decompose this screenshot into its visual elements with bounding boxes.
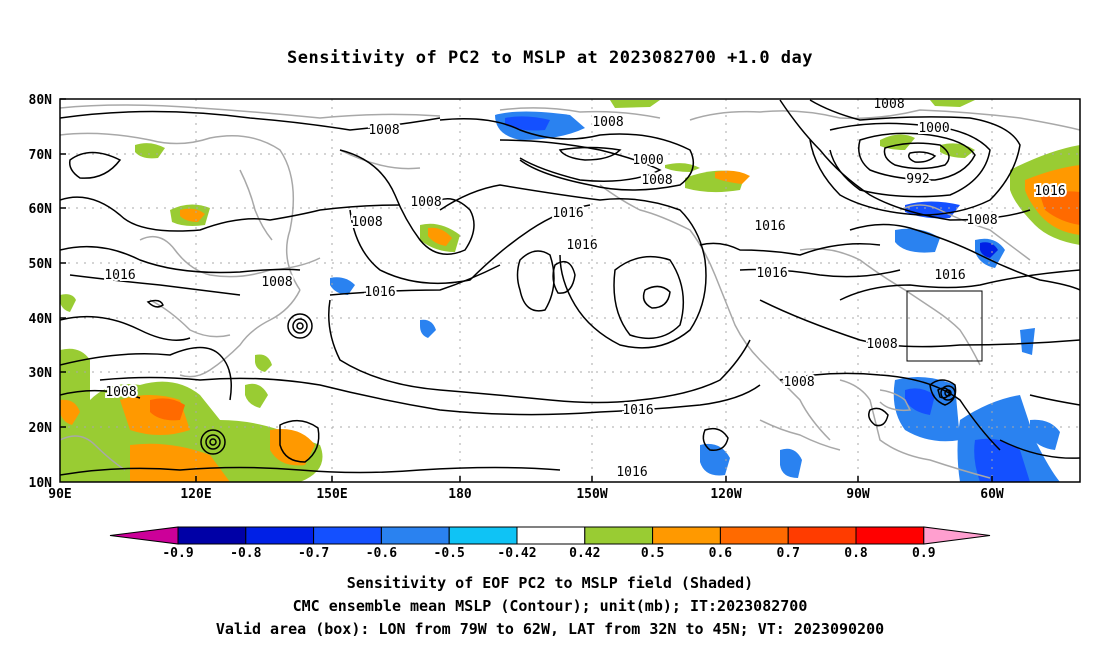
colorbar-segment	[787, 526, 857, 545]
lat-label: 20N	[29, 421, 53, 436]
colorbar-tick-label: 0.5	[641, 546, 664, 561]
colorbar-segment	[652, 526, 721, 545]
colorbar-tick-label: -0.7	[298, 546, 329, 561]
contour-label: 1008	[368, 123, 399, 138]
sensitivity-shading	[60, 100, 1080, 482]
contour-label: 1008	[641, 173, 672, 188]
lat-label: 30N	[29, 366, 53, 381]
contour-label: 1000	[918, 121, 949, 136]
colorbar-segment	[380, 526, 450, 545]
contour-label: 1016	[934, 268, 965, 283]
contour-label: 1008	[261, 275, 292, 290]
longitude-labels: 90E 120E 150E 180 150W 120W 90W 60W	[48, 487, 1004, 502]
colorbar-tick-label: 0.42	[569, 546, 600, 561]
colorbar-tick-label: -0.6	[366, 546, 397, 561]
footer-line-1: Sensitivity of EOF PC2 to MSLP field (Sh…	[346, 574, 754, 592]
valid-area-box	[906, 290, 983, 362]
latitude-labels: 80N 70N 60N 50N 40N 30N 20N 10N	[29, 93, 53, 491]
colorbar-segment	[516, 526, 586, 545]
map-frame	[59, 98, 1081, 483]
axis-ticks	[60, 98, 993, 482]
contour-label: 1008	[351, 215, 382, 230]
footer-line-2: CMC ensemble mean MSLP (Contour); unit(m…	[292, 597, 808, 615]
contour-label: 1016	[1034, 184, 1065, 199]
colorbar-tick-label: -0.9	[162, 546, 193, 561]
contour-label: 1008	[410, 195, 441, 210]
lon-label: 150E	[316, 487, 347, 502]
contour-label: 1016	[754, 219, 785, 234]
contour-label: 1016	[622, 403, 653, 418]
colorbar-segment	[448, 526, 518, 545]
colorbar-max-arrow	[923, 526, 991, 545]
lat-label: 50N	[29, 257, 53, 272]
contour-labels: 1008 1008 1008 1000 1008 1016 1016 1008 1008 1016…	[102, 95, 1067, 482]
lon-label: 120W	[710, 487, 741, 502]
contour-label: 1008	[783, 375, 814, 390]
lon-label: 90W	[846, 487, 870, 502]
contour-label: 1000	[632, 153, 663, 168]
lat-label: 10N	[29, 476, 53, 491]
contour-label: 1016	[364, 285, 395, 300]
colorbar-segment	[719, 526, 789, 545]
colorbar-segment	[313, 526, 382, 545]
lat-label: 40N	[29, 312, 53, 327]
footer-line-3: Valid area (box): LON from 79W to 62W, L…	[215, 620, 885, 638]
contour-label: 1016	[566, 238, 597, 253]
contour-label: 1008	[105, 385, 136, 400]
contour-label: 1016	[616, 465, 647, 480]
colorbar-segment	[177, 526, 247, 545]
colorbar-min-arrow	[109, 526, 179, 545]
contour-label: 1016	[104, 268, 135, 283]
contour-label: 1008	[966, 213, 997, 228]
colorbar-tick-label: 0.9	[912, 546, 935, 561]
contour-label: 1016	[756, 266, 787, 281]
colorbar-tick-label: 0.7	[776, 546, 799, 561]
colorbar: -0.9 -0.8 -0.7 -0.6 -0.5 -0.42 0.42 0.5 0.6 0.7 0.…	[109, 526, 991, 561]
lat-label: 60N	[29, 202, 53, 217]
pressure-centers	[200, 313, 956, 455]
lon-label: 150W	[576, 487, 607, 502]
contour-label: 1016	[552, 206, 583, 221]
colorbar-tick-label: -0.42	[497, 546, 536, 561]
contour-label: 1008	[866, 337, 897, 352]
lat-label: 70N	[29, 148, 53, 163]
colorbar-tick-label: -0.8	[230, 546, 261, 561]
figure-title: Sensitivity of PC2 to MSLP at 2023082700…	[286, 48, 813, 68]
colorbar-segment	[855, 526, 925, 545]
coastlines	[60, 104, 1080, 479]
colorbar-segment	[245, 526, 315, 545]
colorbar-segment	[584, 526, 654, 545]
lon-label: 120E	[180, 487, 211, 502]
lon-label: 60W	[980, 487, 1004, 502]
lon-label: 90E	[48, 487, 71, 502]
contour-label: 1008	[592, 115, 623, 130]
colorbar-tick-label: -0.5	[434, 546, 465, 561]
lat-label: 80N	[29, 93, 53, 108]
contour-label: 992	[906, 172, 929, 187]
lon-label: 180	[448, 487, 472, 502]
colorbar-tick-label: 0.8	[844, 546, 868, 561]
colorbar-tick-label: 0.6	[709, 546, 733, 561]
